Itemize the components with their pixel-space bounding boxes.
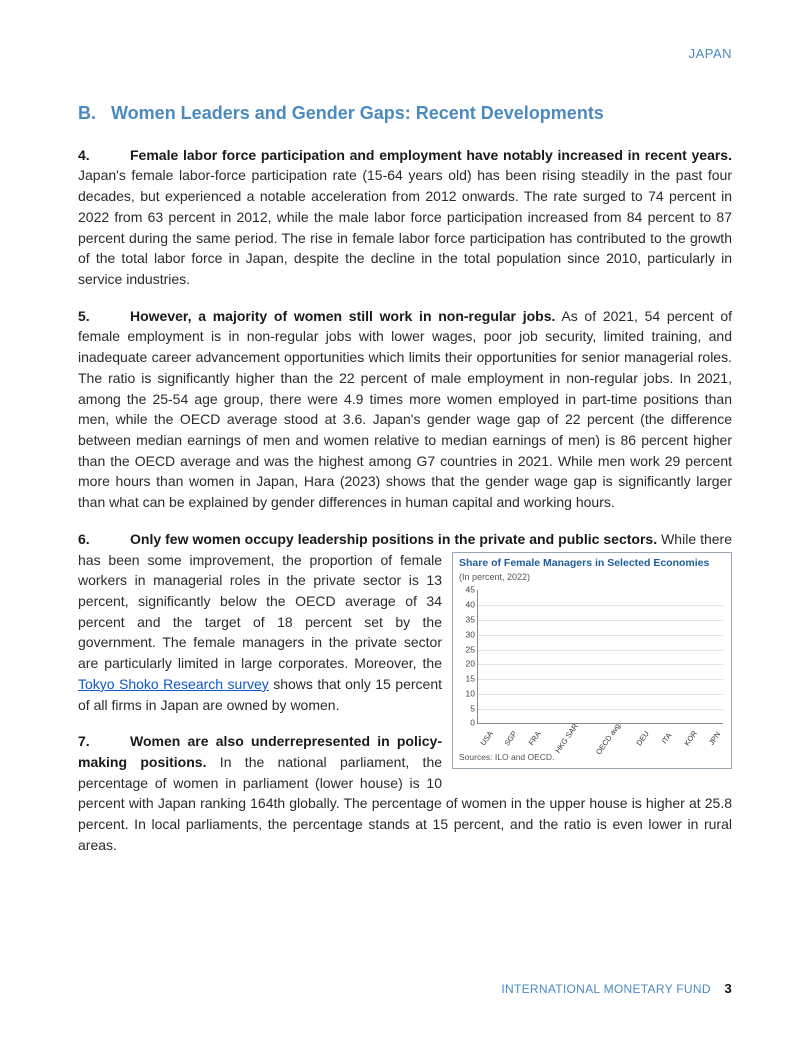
chart-title: Share of Female Managers in Selected Eco… — [453, 553, 731, 572]
footer-page-number: 3 — [724, 981, 732, 996]
para-num: 5. — [78, 306, 130, 327]
paragraph-5: 5.However, a majority of women still wor… — [78, 306, 732, 513]
chart-ytick: 0 — [460, 717, 475, 730]
chart-subtitle: (In percent, 2022) — [453, 571, 731, 586]
section-heading: B. Women Leaders and Gender Gaps: Recent… — [78, 100, 732, 127]
para-body: Japan's female labor-force participation… — [78, 167, 732, 287]
paragraph-6-intro: 6.Only few women occupy leadership posit… — [78, 529, 732, 715]
chart-source: Sources: ILO and OECD. — [453, 748, 731, 768]
page-footer: INTERNATIONAL MONETARY FUND 3 — [501, 979, 732, 999]
chart-xlabels: USASGPFRAHKG SAROECD avg.DEUITAKORJPN — [477, 733, 723, 744]
chart-plot: 051015202530354045 — [477, 590, 723, 724]
chart-xlabel: SGP — [501, 728, 520, 749]
chart-ytick: 45 — [460, 584, 475, 597]
chart-ytick: 5 — [460, 702, 475, 715]
chart-ytick: 10 — [460, 688, 475, 701]
chart-ytick: 30 — [460, 628, 475, 641]
para-num: 6. — [78, 529, 130, 550]
header-country: JAPAN — [689, 44, 732, 63]
chart-ytick: 35 — [460, 614, 475, 627]
chart-xlabel: ITA — [657, 728, 676, 749]
chart-xlabel: USA — [477, 728, 496, 749]
chart-ytick: 25 — [460, 643, 475, 656]
chart-xlabel: KOR — [681, 728, 700, 749]
tokyo-shoko-link[interactable]: Tokyo Shoko Research survey — [78, 676, 269, 692]
chart-ytick: 15 — [460, 673, 475, 686]
chart-ytick: 40 — [460, 599, 475, 612]
chart-xlabel: DEU — [633, 728, 652, 749]
section-title: Women Leaders and Gender Gaps: Recent De… — [111, 103, 604, 123]
paragraph-4: 4.Female labor force participation and e… — [78, 145, 732, 290]
chart-female-managers: Share of Female Managers in Selected Eco… — [452, 552, 732, 769]
footer-org: INTERNATIONAL MONETARY FUND — [501, 982, 710, 996]
para-num: 7. — [78, 731, 130, 752]
para-body: As of 2021, 54 percent of female employm… — [78, 308, 732, 510]
chart-xlabel: FRA — [525, 728, 544, 749]
section-letter: B. — [78, 103, 96, 123]
chart-bars — [482, 590, 719, 723]
para-num: 4. — [78, 145, 130, 166]
chart-ytick: 20 — [460, 658, 475, 671]
para-lead: However, a majority of women still work … — [130, 308, 555, 324]
chart-area: 051015202530354045 USASGPFRAHKG SAROECD … — [459, 588, 727, 746]
para-lead: Only few women occupy leadership positio… — [130, 531, 657, 547]
chart-xlabel: JPN — [705, 728, 724, 749]
para-lead: Female labor force participation and emp… — [130, 147, 732, 163]
